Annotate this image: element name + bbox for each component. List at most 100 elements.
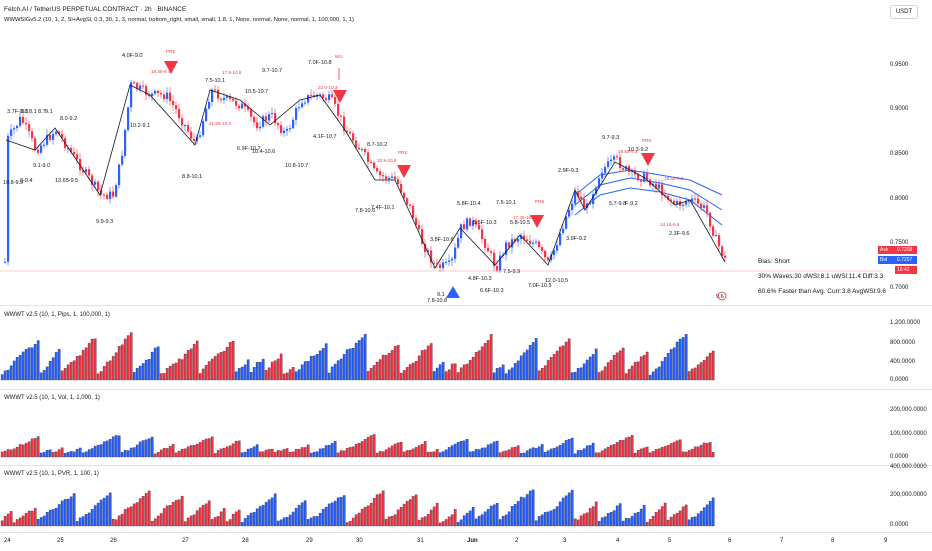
histogram-bar — [690, 516, 694, 527]
histogram-bar — [507, 449, 511, 458]
candle-body — [421, 229, 424, 244]
indicator-legend[interactable]: WWWSIGv5.2 (10, 1, 2, Sl+AvgSl, 0.3, 30,… — [4, 17, 354, 23]
candle-body — [247, 106, 250, 110]
histogram-bar — [435, 449, 439, 458]
histogram-bar — [378, 493, 382, 527]
histogram-bar — [645, 522, 649, 527]
histogram-bar — [297, 504, 301, 527]
histogram-bar — [624, 373, 628, 381]
histogram-bar — [192, 514, 196, 527]
histogram-bar — [687, 450, 691, 458]
candle-body — [508, 242, 511, 248]
histogram-bar — [210, 358, 214, 381]
pvr-axis: 400,000.0000 200,000.0000 0.0000 — [882, 464, 932, 532]
histogram-bar — [540, 368, 544, 381]
histogram-bar — [135, 367, 139, 381]
histogram-bar — [345, 448, 349, 458]
pane-divider[interactable] — [0, 465, 932, 466]
candle-body — [715, 235, 718, 237]
histogram-bar — [123, 338, 127, 381]
histogram-bar — [285, 372, 289, 381]
histogram-bar — [582, 513, 586, 527]
histogram-bar — [699, 510, 703, 527]
candle-body — [241, 103, 244, 109]
histogram-bar — [417, 355, 421, 381]
candle-body — [124, 129, 127, 156]
candle-body — [544, 250, 547, 258]
buy-signal-icon — [446, 286, 460, 298]
price-chart-svg[interactable]: 3.7F-9.88.1 8.1 8.7 9.110.8-9.98-9.49.1-9.0… — [0, 0, 882, 304]
candle-body — [415, 218, 418, 225]
histogram-bar — [615, 352, 619, 381]
histogram-bar — [102, 441, 106, 458]
pane-divider[interactable] — [0, 305, 932, 306]
histogram-bar — [126, 335, 130, 381]
histogram-bar — [492, 372, 496, 381]
histogram-bar — [501, 451, 505, 458]
histogram-bar — [357, 512, 361, 527]
histogram-bar — [21, 444, 25, 458]
currency-selector[interactable]: USDT — [890, 5, 918, 19]
pips-indicator-title[interactable]: WWWT v2.5 (10, 1, Pips, 1, 100,000, 1) — [4, 312, 110, 318]
price-axis[interactable]: 0.9500 0.9000 0.8500 0.8000 0.7500 0.700… — [882, 0, 932, 304]
histogram-bar — [555, 446, 559, 458]
candle-body — [478, 224, 481, 230]
histogram-bar — [216, 516, 220, 527]
histogram-bar — [420, 517, 424, 527]
histogram-bar — [162, 448, 166, 458]
candle-body — [121, 155, 124, 165]
histogram-bar — [249, 512, 253, 527]
histogram-bar — [660, 506, 664, 527]
histogram-bar — [249, 371, 253, 381]
histogram-bar — [456, 372, 460, 381]
histogram-bar — [351, 347, 355, 381]
histogram-bar — [276, 450, 280, 458]
histogram-bar — [375, 361, 379, 381]
histogram-bar — [303, 500, 307, 527]
time-axis[interactable]: 24 25 26 27 28 29 30 31 Jun 2 3 4 5 6 7 … — [0, 532, 932, 551]
histogram-bar — [0, 451, 4, 458]
histogram-bar — [654, 368, 658, 381]
histogram-bar — [246, 515, 250, 527]
candle-body — [706, 205, 709, 213]
histogram-bar — [612, 510, 616, 527]
candle-body — [286, 128, 289, 131]
histogram-bar — [285, 517, 289, 527]
histogram-bar — [525, 494, 529, 527]
histogram-bar — [603, 366, 607, 381]
histogram-bar — [306, 519, 310, 527]
histogram-bar — [279, 450, 283, 458]
histogram-bar — [75, 356, 79, 381]
volume-indicator-pane[interactable] — [0, 390, 882, 464]
candle-body — [13, 128, 16, 130]
candle-body — [142, 85, 145, 87]
wave-label: 9.1 — [45, 109, 53, 115]
histogram-bar — [636, 512, 640, 527]
candle-body — [367, 152, 370, 162]
histogram-bar — [84, 513, 88, 527]
axis-tick: 0.0000 — [890, 522, 909, 528]
price-chart[interactable]: 3.7F-9.8 8.1 8.1 8.7 9.1 10.8-9.9 8-9.4 9.1-9.0… — [0, 0, 882, 304]
pvr-indicator-pane[interactable] — [0, 466, 882, 532]
histogram-bar — [243, 518, 247, 527]
histogram-bar — [81, 350, 85, 381]
histogram-bar — [630, 516, 634, 527]
candle-body — [694, 198, 697, 200]
histogram-bar — [183, 521, 187, 527]
histogram-bar — [267, 499, 271, 527]
pvr-indicator-title[interactable]: WWWT v2.5 (10, 1, PVR, 1, 100, 1) — [4, 471, 99, 477]
pips-indicator-pane[interactable] — [0, 306, 882, 388]
candle-body — [34, 138, 37, 150]
pane-divider[interactable] — [0, 389, 932, 390]
histogram-bar — [369, 435, 373, 458]
histogram-bar — [282, 517, 286, 527]
histogram-bar — [141, 363, 145, 381]
candle-body — [262, 116, 265, 127]
histogram-bar — [15, 446, 19, 458]
histogram-bar — [54, 507, 58, 527]
histogram-bar — [114, 519, 118, 527]
histogram-bar — [363, 506, 367, 527]
candle-body — [151, 93, 154, 97]
volume-indicator-title[interactable]: WWWT v2.5 (10, 1, Vol, 1, 1,000, 1) — [4, 395, 100, 401]
histogram-bar — [579, 450, 583, 458]
